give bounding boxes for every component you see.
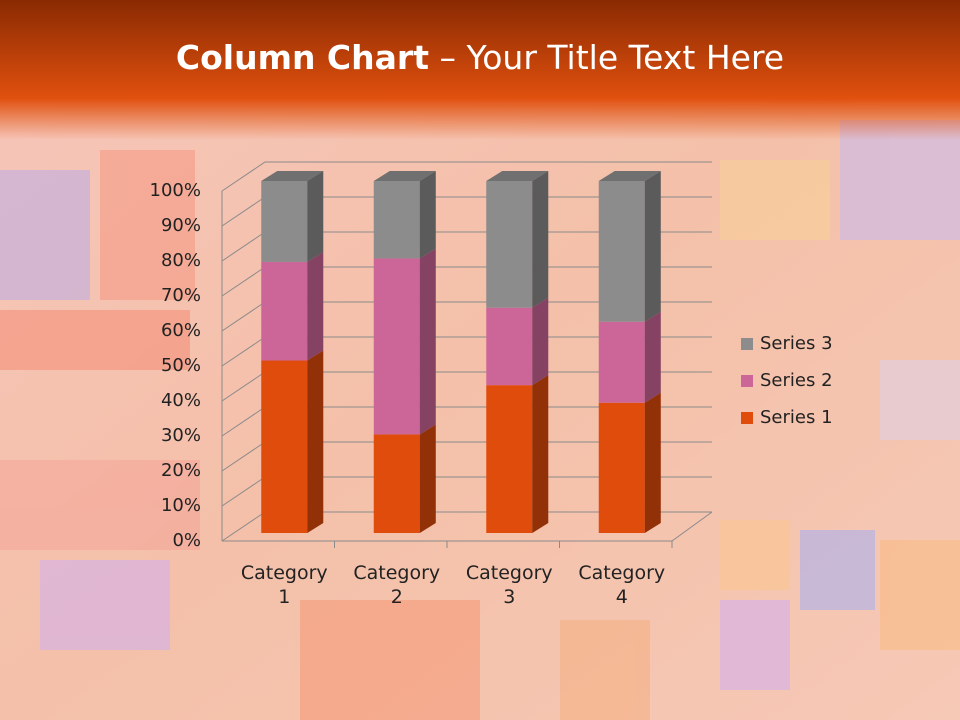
bar-side-shade: [532, 171, 549, 308]
stained-glass: [0, 120, 960, 720]
bar-segment: [261, 261, 308, 361]
bar-top-shade: [261, 171, 324, 181]
bar-side: [307, 171, 324, 262]
grid-line: [221, 161, 712, 192]
bar-side: [419, 424, 436, 533]
y-tick-label: 20%: [161, 460, 201, 481]
bar-top-shade: [373, 171, 436, 181]
bar-side: [307, 251, 324, 361]
y-tick-label: 30%: [161, 425, 201, 446]
legend-swatch: [741, 412, 753, 424]
bar-segment: [598, 402, 645, 533]
bar-top: [598, 171, 661, 181]
y-tick-label: 80%: [161, 250, 201, 271]
title: Column Chart – Your Title Text Here: [0, 38, 960, 77]
title-bold: Column Chart: [175, 38, 429, 77]
bar-side: [644, 311, 661, 403]
bar-side-shade: [419, 248, 436, 435]
bar-top-shade: [486, 171, 549, 181]
bar-segment: [598, 321, 645, 403]
bar-segment: [486, 181, 533, 308]
bar-side-shade: [307, 350, 324, 533]
bar-side-shade: [419, 424, 436, 533]
bar-top: [373, 171, 436, 181]
y-tick-label: 40%: [161, 390, 201, 411]
x-tick-label: Category 3: [465, 562, 553, 608]
x-tick-label: Category 2: [353, 562, 441, 608]
bar-segment: [598, 181, 645, 322]
bar-side: [644, 171, 661, 322]
bar-side-shade: [644, 311, 661, 403]
bar-side: [419, 248, 436, 435]
x-tick-label: Category 1: [240, 562, 328, 608]
bar-side: [644, 392, 661, 533]
bar-segment: [261, 181, 308, 262]
legend-label: Series 3: [760, 333, 833, 354]
legend-label: Series 1: [760, 407, 833, 428]
bar-side-shade: [532, 297, 549, 386]
bar-top-shade: [598, 171, 661, 181]
y-tick-label: 10%: [161, 495, 201, 516]
x-tick-label: Category 4: [578, 562, 666, 608]
title-regular: – Your Title Text Here: [439, 38, 785, 77]
bar-side-shade: [307, 171, 324, 262]
bar-segment: [373, 434, 420, 533]
bar-segment: [486, 385, 533, 533]
y-tick-label: 60%: [161, 320, 201, 341]
y-tick-label: 90%: [161, 215, 201, 236]
bar-side: [532, 297, 549, 386]
bar-segment: [373, 258, 420, 435]
bar-side: [419, 171, 436, 259]
header-bar: [0, 0, 960, 140]
bar-side-shade: [644, 392, 661, 533]
bar-side-shade: [419, 171, 436, 259]
legend-swatch: [741, 338, 753, 350]
bar-segment: [373, 181, 420, 259]
bar-side-shade: [532, 375, 549, 533]
legend-label: Series 2: [760, 370, 833, 391]
bar-segment: [261, 360, 308, 533]
bar-side-shade: [644, 171, 661, 322]
y-tick-label: 100%: [150, 180, 201, 201]
bar-segment: [486, 307, 533, 386]
bar-top: [486, 171, 549, 181]
legend-swatch: [741, 375, 753, 387]
bar-side-shade: [307, 251, 324, 361]
bar-side: [532, 171, 549, 308]
bar-top: [261, 171, 324, 181]
y-tick-label: 50%: [161, 355, 201, 376]
y-tick-label: 0%: [172, 530, 201, 551]
bar-side: [307, 350, 324, 533]
bar-side: [532, 375, 549, 533]
y-tick-label: 70%: [161, 285, 201, 306]
